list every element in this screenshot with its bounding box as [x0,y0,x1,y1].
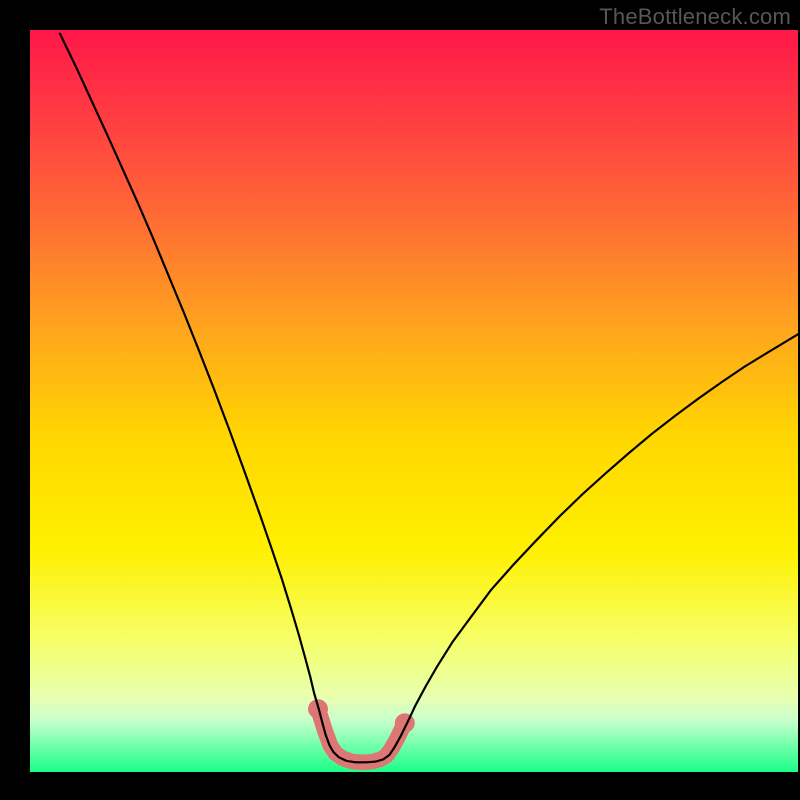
watermark-text: TheBottleneck.com [599,4,791,30]
curve-layer [30,30,798,772]
bottleneck-curve [60,34,798,763]
chart-stage: TheBottleneck.com [0,0,800,800]
plot-area [30,30,798,772]
